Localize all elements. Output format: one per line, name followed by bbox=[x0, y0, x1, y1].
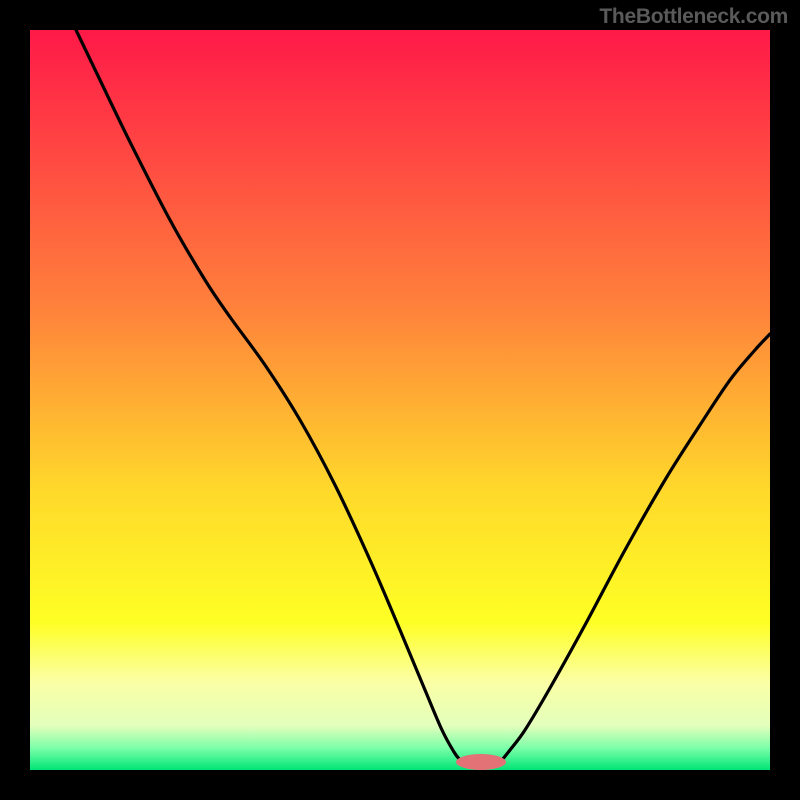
plot-area bbox=[30, 30, 770, 770]
curve-layer bbox=[30, 30, 770, 770]
optimal-marker bbox=[456, 754, 506, 770]
attribution-text: TheBottleneck.com bbox=[599, 5, 788, 29]
chart-frame: TheBottleneck.com bbox=[0, 0, 800, 800]
left-curve bbox=[76, 30, 460, 760]
right-curve bbox=[502, 334, 770, 760]
